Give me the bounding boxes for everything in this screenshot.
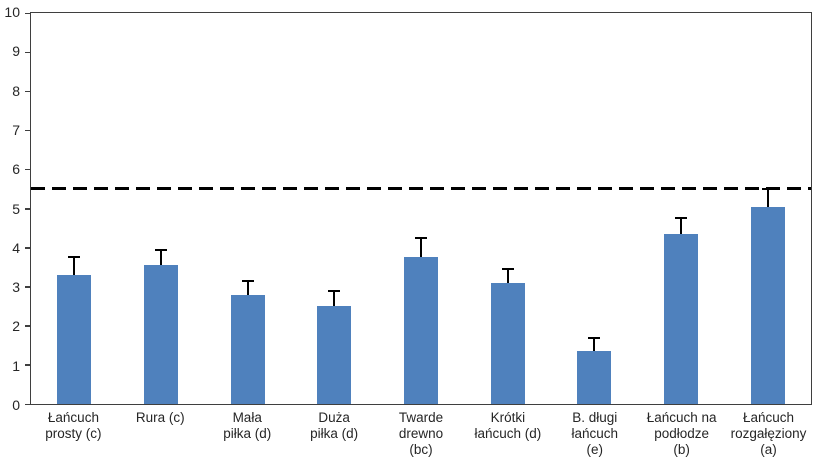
bar-5: [404, 257, 438, 404]
y-tick-mark: [25, 286, 30, 288]
error-bar-cap: [588, 336, 601, 339]
bar-6: [490, 282, 525, 404]
x-tick-label: Krótki łańcuch (d): [474, 410, 542, 442]
x-tick-label: Mała piłka (d): [223, 410, 272, 442]
y-tick-label: 1: [12, 357, 20, 374]
y-tick-label: 4: [12, 239, 20, 256]
bar-8: [664, 233, 698, 404]
error-bar-cap: [761, 187, 774, 190]
y-tick-label: 2: [12, 318, 20, 335]
error-bar: [73, 257, 76, 275]
x-tick-label: Łańcuch prosty (c): [45, 410, 102, 442]
bar-2: [143, 265, 178, 404]
y-tick-mark: [25, 325, 30, 327]
x-tick-label: Twarde drewno (bc): [398, 410, 444, 458]
y-tick-label: 5: [12, 200, 20, 217]
y-tick-mark: [25, 364, 30, 366]
y-tick-label: 8: [12, 82, 20, 99]
bar-3: [230, 294, 265, 404]
error-bar: [159, 249, 162, 266]
error-bar-cap: [675, 217, 687, 220]
y-tick-mark: [25, 129, 30, 132]
error-bar: [420, 237, 422, 258]
error-bar-cap: [154, 248, 167, 251]
y-tick-mark: [25, 90, 30, 93]
y-tick-label: 0: [12, 397, 20, 413]
x-tick-label: Łańcuch rozgałęziony (a): [730, 410, 807, 458]
y-tick-mark: [25, 168, 30, 171]
y-tick-mark: [25, 208, 30, 210]
y-tick-label: 7: [12, 121, 20, 138]
y-tick-label: 9: [12, 43, 20, 60]
y-tick-label: 10: [4, 4, 20, 20]
x-axis-labels: Łańcuch prosty (c) Rura (c) Mała piłka (d)…: [30, 410, 812, 468]
y-tick-label: 3: [12, 279, 20, 296]
y-axis: 0 1 2 3 4 5 6 7 8 9 10: [0, 5, 24, 412]
bar-7: [577, 351, 612, 404]
x-tick-label: B. długi łańcuch (e): [571, 410, 619, 458]
bar-1: [57, 274, 92, 404]
y-tick-mark: [25, 51, 30, 54]
x-tick-label: Duża piłka (d): [310, 410, 359, 442]
error-bar: [246, 280, 249, 295]
error-bar-cap: [328, 289, 341, 292]
y-tick-mark: [25, 403, 30, 405]
y-tick-label: 6: [12, 161, 20, 178]
error-bar-cap: [415, 236, 427, 239]
error-bar: [680, 218, 682, 234]
error-bar: [593, 337, 596, 352]
error-bar: [333, 290, 336, 307]
error-bar: [506, 269, 509, 283]
error-bar-cap: [501, 268, 514, 271]
bar-4: [317, 306, 352, 404]
plot-area: [25, 12, 812, 405]
error-bar: [766, 188, 769, 207]
error-bar-cap: [241, 279, 254, 282]
error-bar-cap: [68, 256, 81, 259]
x-tick-label: Rura (c): [135, 410, 185, 425]
x-tick-label: Łańcuch na podłodze (b): [646, 410, 717, 458]
bar-9: [750, 206, 785, 404]
y-tick-mark: [25, 12, 30, 14]
y-tick-mark: [25, 247, 30, 249]
reference-dashed-line: [31, 187, 811, 191]
